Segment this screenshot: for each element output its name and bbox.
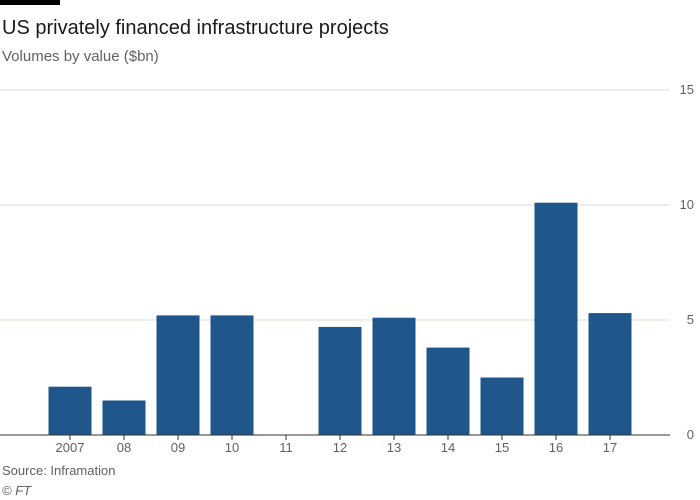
y-tick-label: 0 xyxy=(687,427,694,442)
x-tick-label: 10 xyxy=(225,440,239,455)
x-tick-label: 15 xyxy=(495,440,509,455)
source-note: Source: Inframation xyxy=(2,463,116,478)
ft-credit: © FT xyxy=(2,483,32,498)
chart-subtitle: Volumes by value ($bn) xyxy=(2,48,159,65)
top-accent-rule xyxy=(0,0,60,5)
bar-08 xyxy=(102,400,146,435)
y-tick-label: 5 xyxy=(687,312,694,327)
y-tick-label: 15 xyxy=(680,82,694,97)
x-tick-label: 09 xyxy=(171,440,185,455)
x-tick-label: 17 xyxy=(603,440,617,455)
x-tick-label: 16 xyxy=(549,440,563,455)
y-tick-label: 10 xyxy=(680,197,694,212)
x-tick-label: 14 xyxy=(441,440,455,455)
x-tick-label: 11 xyxy=(279,440,293,455)
bar-12 xyxy=(318,326,362,435)
x-tick-label: 12 xyxy=(333,440,347,455)
x-tick-label: 08 xyxy=(117,440,131,455)
bar-15 xyxy=(480,377,524,435)
bar-13 xyxy=(372,317,416,435)
bar-10 xyxy=(210,315,254,435)
x-tick-label: 13 xyxy=(387,440,401,455)
x-tick-label: 2007 xyxy=(56,440,85,455)
bar-09 xyxy=(156,315,200,435)
chart-title: US privately financed infrastructure pro… xyxy=(2,17,389,39)
bar-2007 xyxy=(48,386,92,435)
bar-16 xyxy=(534,202,578,435)
bar-17 xyxy=(588,313,632,435)
bar-14 xyxy=(426,347,470,435)
